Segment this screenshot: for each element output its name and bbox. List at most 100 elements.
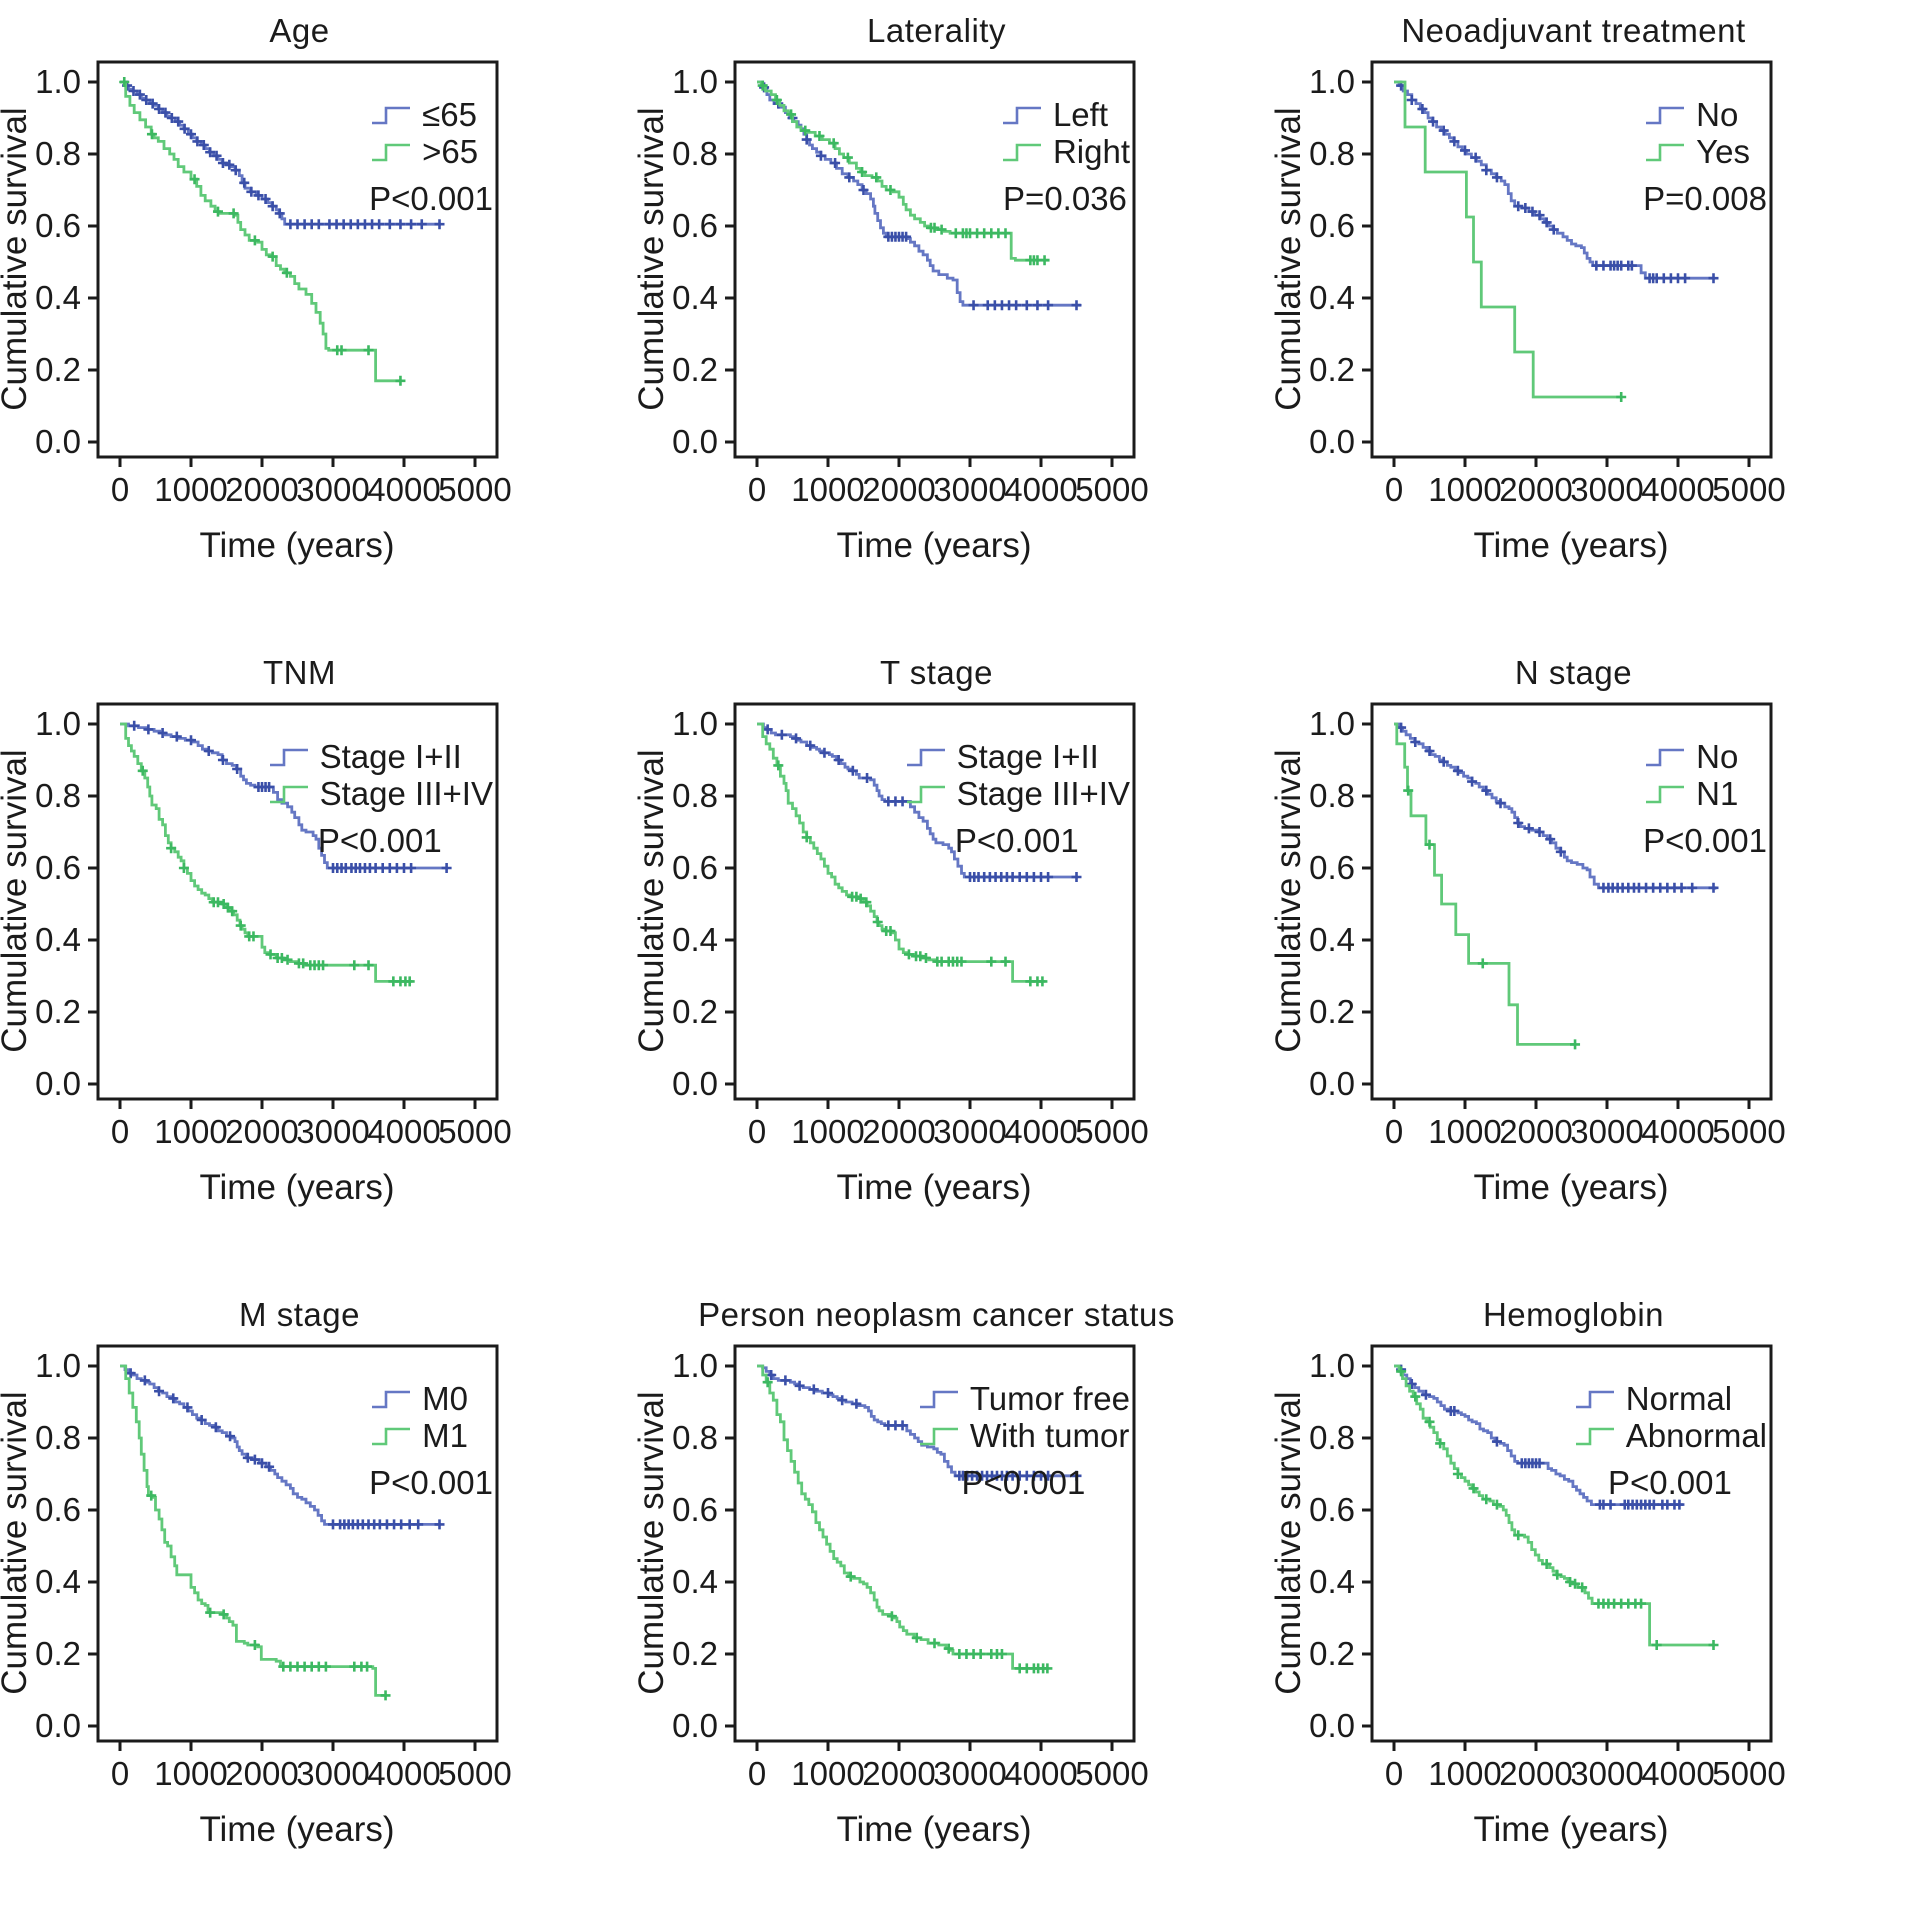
- censor-mark: [227, 906, 238, 917]
- censor-mark: [791, 733, 802, 744]
- censor-mark: [800, 125, 811, 136]
- x-tick-label: 4000: [1004, 1113, 1077, 1150]
- km-curve-blue: [120, 1364, 441, 1526]
- censor-mark: [1626, 260, 1637, 271]
- censor-mark: [171, 731, 182, 742]
- censor-mark: [413, 1519, 424, 1530]
- legend-label: Stage I+II: [319, 737, 462, 775]
- plot-frame: [1370, 60, 1773, 459]
- censor-mark: [210, 1422, 221, 1433]
- censor-mark: [1555, 846, 1566, 857]
- censor-mark: [830, 158, 841, 168]
- y-tick-label: 1.0: [1309, 705, 1355, 742]
- x-tick-label: 4000: [367, 1113, 440, 1150]
- censor-mark: [217, 158, 228, 168]
- censor-mark: [137, 765, 148, 776]
- censor-mark: [1534, 210, 1545, 221]
- km-curve-blue: [120, 722, 448, 870]
- y-tick-label: 0.2: [1309, 351, 1355, 388]
- censor-mark: [160, 107, 171, 118]
- censor-mark: [858, 185, 869, 195]
- panel-title: Neoadjuvant treatment: [1401, 12, 1746, 49]
- x-tick-label: 4000: [1641, 471, 1714, 508]
- plot-area: 0 1000 2000 3000 4000 5000 0.0 0.2 0.4 0.6 0.8 1.0 T…: [637, 54, 1274, 620]
- p-value-label: P<0.001: [954, 822, 1079, 859]
- censor-mark: [1071, 1470, 1082, 1481]
- censor-mark: [1481, 785, 1492, 796]
- censor-mark: [212, 897, 223, 908]
- censor-mark: [1037, 976, 1048, 987]
- censor-mark: [1467, 776, 1478, 787]
- censor-mark: [862, 773, 873, 783]
- censor-mark: [759, 82, 770, 93]
- y-tick-label: 0.4: [1309, 1563, 1355, 1600]
- y-tick-label: 0.6: [35, 849, 81, 886]
- km-panel: Age 0 1000 2000 3000 4000 5000 0.0 0.2 0.4 0.6 0.8…: [0, 0, 637, 642]
- censor-mark: [363, 960, 374, 971]
- y-tick-label: 0.6: [672, 1491, 718, 1528]
- step-line-icon: [906, 748, 945, 766]
- x-axis-label: Time (years): [836, 1810, 1031, 1849]
- y-tick-label: 1.0: [672, 1347, 718, 1384]
- y-tick-label: 0.8: [672, 1419, 718, 1456]
- x-axis-label: Time (years): [199, 526, 394, 565]
- legend-row: Right: [1000, 133, 1130, 170]
- step-line-icon: [372, 106, 411, 124]
- p-value-label: P<0.001: [317, 822, 442, 859]
- step-line-icon: [1575, 1390, 1614, 1408]
- censor-mark: [1424, 746, 1435, 756]
- censor-mark: [336, 345, 347, 356]
- censor-mark: [1513, 1530, 1524, 1541]
- legend-label: Normal: [1625, 1379, 1733, 1417]
- censor-mark: [1674, 1499, 1685, 1510]
- censor-mark: [257, 1458, 267, 1469]
- y-axis-label: Cumulative survival: [1274, 107, 1308, 410]
- legend-label: N1: [1696, 774, 1739, 812]
- censor-mark: [1406, 1379, 1417, 1389]
- censor-mark: [265, 949, 276, 960]
- y-tick-label: 0.6: [1309, 849, 1355, 886]
- x-tick-label: 4000: [1641, 1755, 1714, 1792]
- censor-mark: [230, 165, 241, 176]
- y-tick-label: 0.8: [35, 777, 81, 814]
- y-tick-label: 0.0: [35, 1065, 81, 1102]
- y-tick-label: 0.4: [35, 921, 81, 958]
- x-axis-label: Time (years): [199, 1168, 394, 1207]
- x-tick-label: 3000: [296, 1113, 369, 1150]
- x-axis-label: Time (years): [1473, 526, 1668, 565]
- censor-mark: [139, 1375, 150, 1386]
- censor-mark: [349, 960, 360, 971]
- step-line-icon: [1002, 106, 1041, 124]
- censor-mark: [125, 1368, 136, 1379]
- y-tick-label: 0.0: [35, 1707, 81, 1744]
- censor-mark: [404, 976, 415, 987]
- censor-mark: [1520, 203, 1531, 213]
- km-panel: N stage 0 1000 2000 3000 4000 5000 0.0 0.2 0.4 0.…: [1274, 642, 1911, 1284]
- p-value-label: P<0.001: [369, 1464, 493, 1501]
- censor-mark: [1021, 300, 1032, 311]
- x-tick-label: 4000: [1641, 1113, 1714, 1150]
- legend: Stage I+II Stage III+IV P<0.001: [904, 738, 1130, 860]
- censor-mark: [1452, 1469, 1463, 1479]
- censor-mark: [819, 747, 830, 758]
- y-tick-label: 1.0: [1309, 1347, 1355, 1384]
- censor-mark: [1570, 1039, 1581, 1050]
- censor-mark: [380, 1690, 391, 1701]
- y-axis-label: Cumulative survival: [0, 749, 34, 1052]
- p-value-label: P<0.001: [369, 180, 493, 217]
- censor-mark: [842, 152, 853, 163]
- step-line-icon: [1575, 1427, 1614, 1445]
- y-tick-label: 0.2: [35, 1635, 81, 1672]
- censor-mark: [766, 1370, 777, 1380]
- censor-mark: [129, 720, 140, 731]
- censor-mark: [986, 956, 997, 967]
- km-curve-green: [120, 722, 413, 983]
- x-tick-label: 1000: [1428, 1113, 1501, 1150]
- legend-label: No: [1696, 737, 1739, 775]
- censor-mark: [975, 1649, 986, 1659]
- km-curve-blue: [757, 80, 1081, 307]
